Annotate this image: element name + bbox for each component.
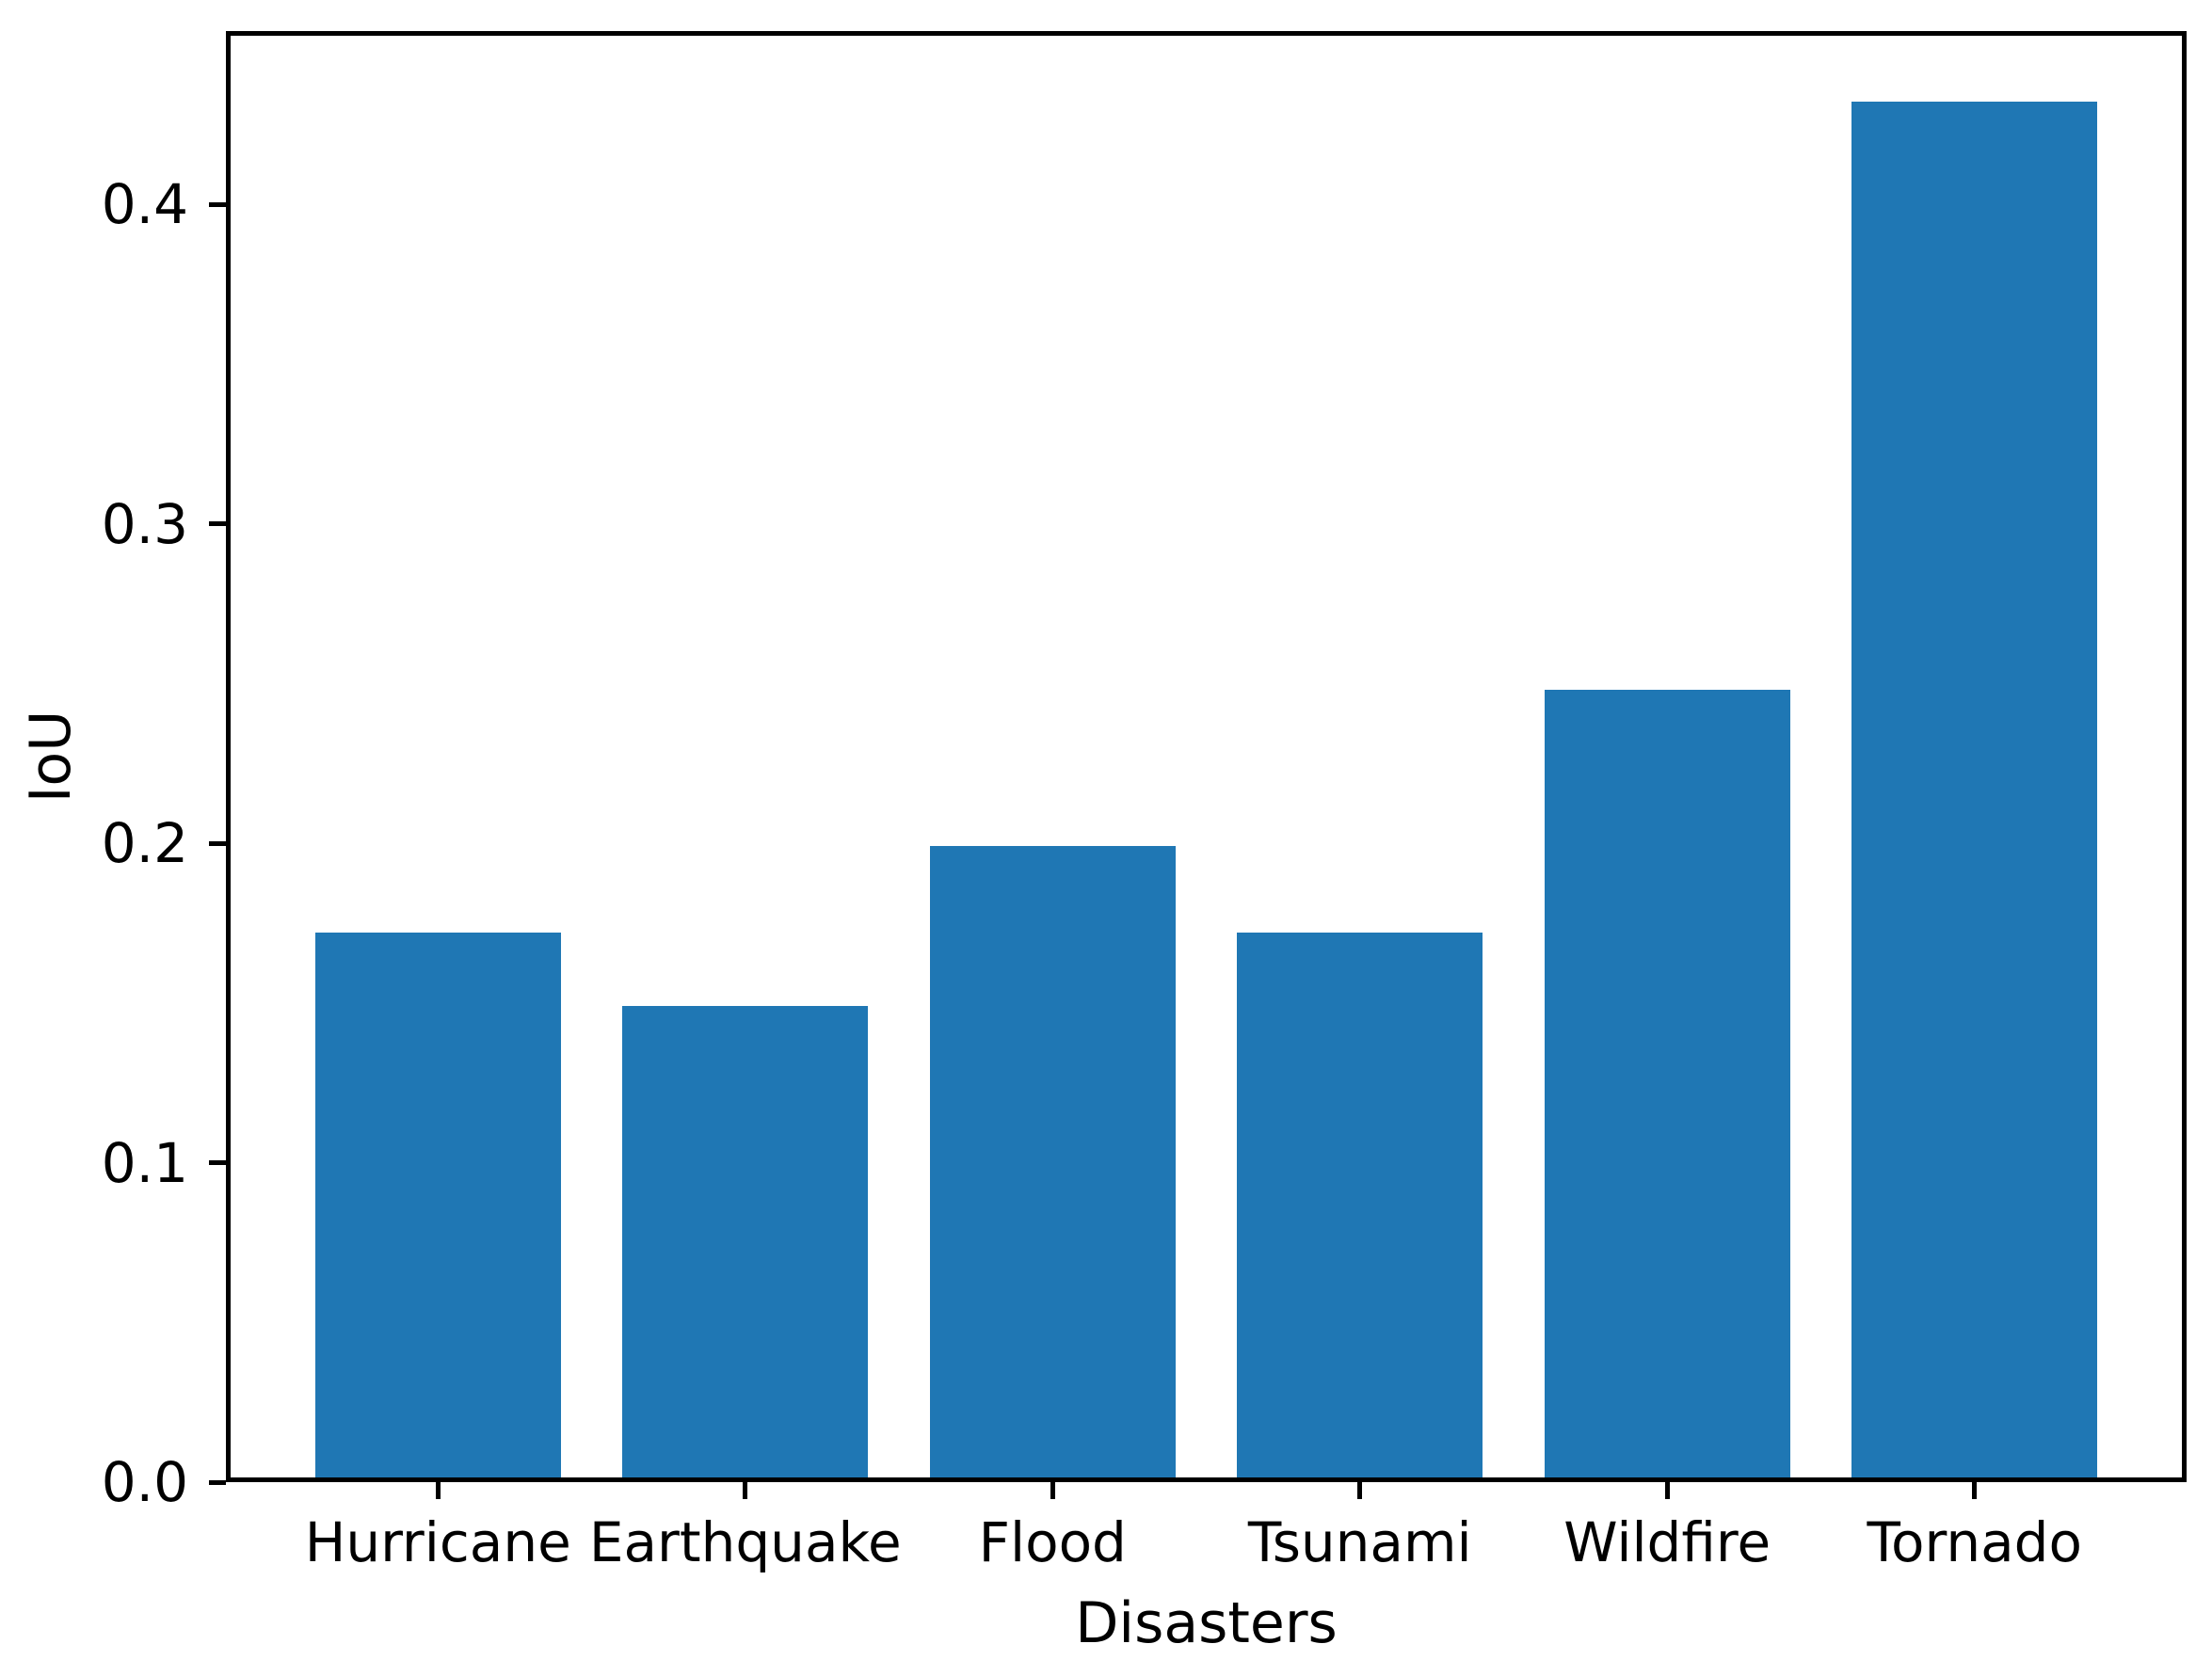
- bar-tornado: [1851, 102, 2098, 1479]
- y-tick-mark: [209, 840, 226, 846]
- x-tick-mark: [1664, 1482, 1670, 1499]
- x-tick-label-tornado: Tornado: [1867, 1510, 2082, 1574]
- x-tick-label-earthquake: Earthquake: [588, 1510, 902, 1574]
- bar-hurricane: [314, 933, 561, 1479]
- x-tick-label-flood: Flood: [978, 1510, 1127, 1574]
- y-tick-mark: [209, 1479, 226, 1485]
- x-tick-label-tsunami: Tsunami: [1247, 1510, 1472, 1574]
- y-tick-mark: [209, 521, 226, 526]
- x-tick-mark: [1357, 1482, 1363, 1499]
- x-tick-label-wildfire: Wildfire: [1563, 1510, 1771, 1574]
- x-tick-mark: [1050, 1482, 1055, 1499]
- x-tick-mark: [435, 1482, 441, 1499]
- y-tick-label: 0.2: [101, 811, 188, 875]
- bar-tsunami: [1237, 933, 1483, 1479]
- x-axis-label: Disasters: [1075, 1590, 1338, 1656]
- y-tick-label: 0.3: [101, 491, 188, 556]
- y-tick-mark: [209, 1160, 226, 1165]
- y-tick-label: 0.1: [101, 1130, 188, 1195]
- bar-wildfire: [1544, 690, 1790, 1479]
- y-tick-label: 0.4: [101, 172, 188, 236]
- y-tick-label: 0.0: [101, 1450, 188, 1514]
- x-tick-label-hurricane: Hurricane: [304, 1510, 571, 1574]
- y-tick-mark: [209, 201, 226, 207]
- x-tick-mark: [743, 1482, 748, 1499]
- x-tick-mark: [1972, 1482, 1978, 1499]
- bar-flood: [929, 846, 1176, 1479]
- y-axis-label: IoU: [18, 710, 84, 804]
- bar-earthquake: [622, 1006, 869, 1479]
